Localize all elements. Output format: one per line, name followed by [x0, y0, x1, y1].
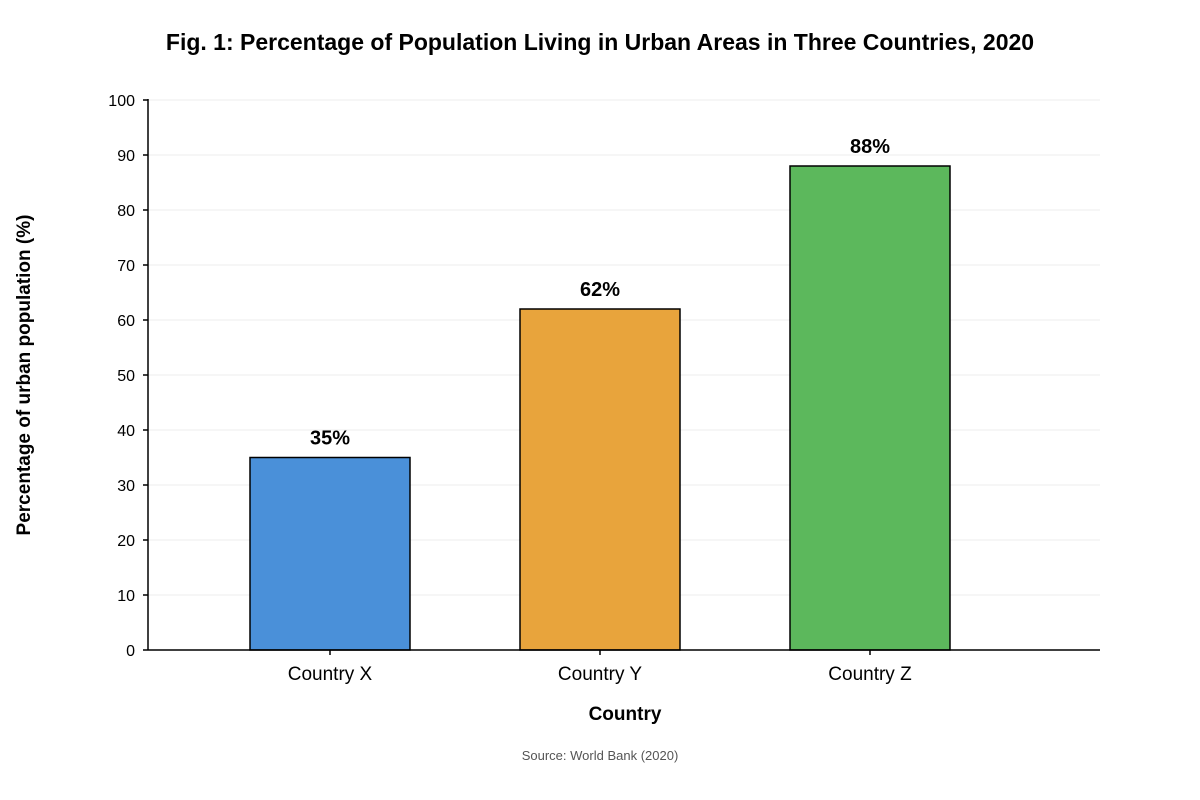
x-ticks: Country X Country Y Country Z: [288, 650, 912, 685]
y-tick-label: 90: [117, 148, 135, 165]
y-tick-label: 70: [117, 258, 135, 275]
bar-country-x: [249, 456, 411, 651]
y-tick-label: 100: [108, 93, 135, 110]
y-ticks: 0 10 20 30 40 50 60 70 80 90 100: [108, 93, 148, 660]
y-tick-label: 80: [117, 203, 135, 220]
data-labels: 35% 62% 88%: [310, 136, 890, 450]
chart-title: Fig. 1: Percentage of Population Living …: [166, 29, 1034, 55]
y-tick-label: 10: [117, 588, 135, 605]
y-axis-label: Percentage of urban population (%): [14, 215, 35, 536]
bar-data-label: 62%: [580, 279, 620, 301]
x-axis-label: Country: [589, 704, 662, 725]
y-tick-label: 0: [126, 643, 135, 660]
y-tick-label: 60: [117, 313, 135, 330]
x-tick-label: Country X: [288, 664, 373, 685]
y-tick-label: 20: [117, 533, 135, 550]
source-note: Source: World Bank (2020): [522, 748, 679, 763]
bar-data-label: 35%: [310, 428, 350, 450]
y-tick-label: 40: [117, 423, 135, 440]
x-tick-label: Country Z: [828, 664, 912, 685]
bar-country-z: [789, 165, 951, 651]
bar-country-y: [519, 308, 681, 651]
y-tick-label: 30: [117, 478, 135, 495]
x-tick-label: Country Y: [558, 664, 642, 685]
bars: [249, 165, 951, 651]
y-tick-label: 50: [117, 368, 135, 385]
bar-data-label: 88%: [850, 136, 890, 158]
